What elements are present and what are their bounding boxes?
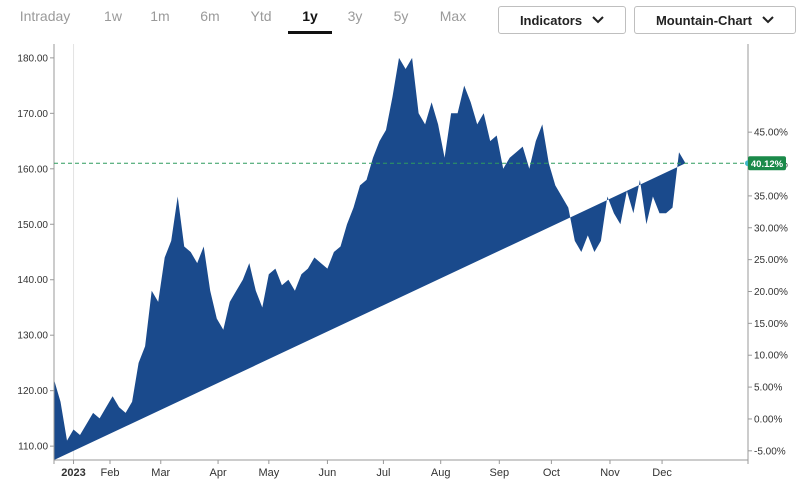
- y2-tick-label: 30.00%: [754, 223, 788, 234]
- y-tick-label: 160.00: [17, 164, 48, 175]
- y2-tick-label: 10.00%: [754, 351, 788, 362]
- tab-intraday[interactable]: Intraday: [19, 8, 71, 24]
- y-tick-label: 150.00: [17, 220, 48, 231]
- tab-ytd[interactable]: Ytd: [250, 8, 272, 24]
- x-tick-label: Mar: [151, 467, 170, 479]
- y2-tick-label: 5.00%: [754, 383, 782, 394]
- tab-max[interactable]: Max: [439, 8, 467, 24]
- y2-tick-label: 45.00%: [754, 128, 788, 139]
- chart-type-dropdown[interactable]: Mountain-Chart: [634, 6, 796, 34]
- tab-1m[interactable]: 1m: [150, 8, 170, 24]
- y2-tick-label: 20.00%: [754, 287, 788, 298]
- chevron-down-icon: [592, 16, 604, 24]
- y-tick-label: 170.00: [17, 109, 48, 120]
- y-tick-label: 140.00: [17, 275, 48, 286]
- time-range-tabs: Intraday 1w 1m 6m Ytd 1y 3y 5y Max: [0, 0, 480, 34]
- y2-tick-label: -5.00%: [754, 446, 786, 457]
- y2-tick-label: 15.00%: [754, 319, 788, 330]
- x-tick-label: Jul: [376, 467, 390, 479]
- indicators-label: Indicators: [519, 12, 583, 28]
- y2-tick-label: 25.00%: [754, 255, 788, 266]
- y-tick-label: 110.00: [18, 442, 48, 453]
- price-area-series: [54, 57, 686, 461]
- last-value-badge: [748, 156, 786, 171]
- tab-5y[interactable]: 5y: [393, 8, 409, 24]
- indicators-dropdown[interactable]: Indicators: [498, 6, 626, 34]
- chart-type-label: Mountain-Chart: [655, 12, 753, 28]
- y-tick-label: 120.00: [17, 386, 48, 397]
- y-tick-label: 180.00: [17, 53, 48, 64]
- y-tick-label: 130.00: [17, 331, 48, 342]
- x-tick-label: May: [258, 467, 279, 479]
- x-tick-label: Sep: [490, 467, 510, 479]
- tab-6m[interactable]: 6m: [200, 8, 220, 24]
- chevron-down-icon: [762, 16, 774, 24]
- x-tick-label: Aug: [431, 467, 451, 479]
- y2-tick-label: 35.00%: [754, 191, 788, 202]
- x-tick-label: Oct: [543, 467, 560, 479]
- x-tick-label: Apr: [209, 467, 226, 479]
- x-tick-label: 2023: [61, 467, 85, 479]
- x-tick-label: Nov: [600, 467, 620, 479]
- tab-1w[interactable]: 1w: [104, 8, 122, 24]
- tab-3y[interactable]: 3y: [347, 8, 363, 24]
- x-tick-label: Feb: [101, 467, 120, 479]
- x-tick-label: Dec: [652, 467, 672, 479]
- x-tick-label: Jun: [319, 467, 337, 479]
- y2-tick-label: 0.00%: [754, 414, 782, 425]
- tab-1y[interactable]: 1y: [288, 0, 332, 34]
- last-value-badge-text: 40.12%: [751, 159, 784, 170]
